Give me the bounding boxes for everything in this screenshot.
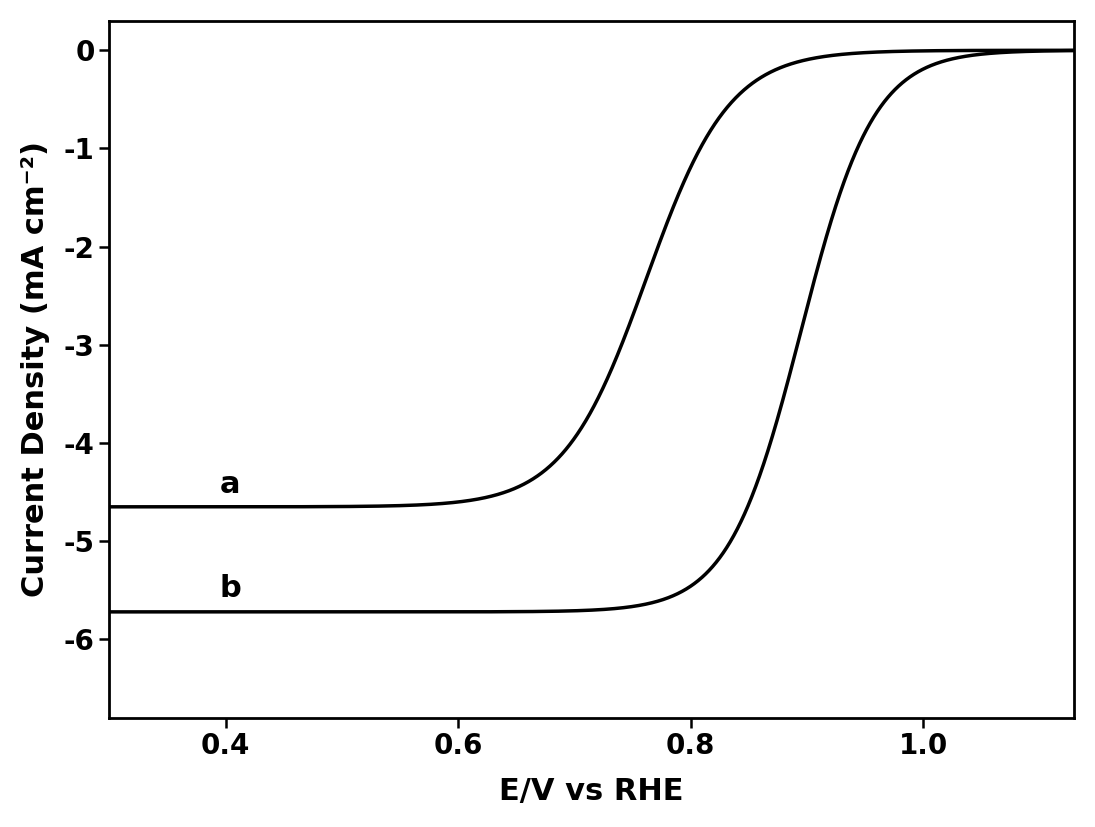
Text: a: a <box>220 470 240 499</box>
Y-axis label: Current Density (mA cm⁻²): Current Density (mA cm⁻²) <box>21 141 50 597</box>
Text: b: b <box>220 574 242 603</box>
X-axis label: E/V vs RHE: E/V vs RHE <box>499 777 684 806</box>
